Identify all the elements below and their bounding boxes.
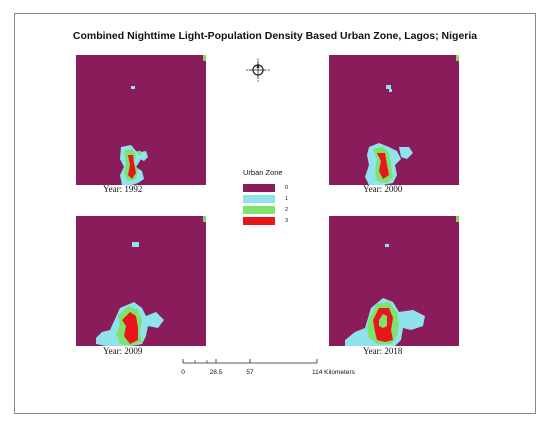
map-title: Combined Nighttime Light-Population Dens… [72, 30, 478, 42]
legend-item-1: 1 [243, 194, 288, 204]
legend-label-2: 2 [285, 207, 289, 213]
map-raster-1992 [76, 55, 206, 185]
legend-swatch-1 [243, 195, 275, 203]
south-label: S [257, 79, 259, 82]
scale-tick-2: 57 [246, 369, 254, 376]
north-arrow-icon: N S E W [246, 58, 270, 84]
legend-title: Urban Zone [243, 168, 283, 177]
legend-label-1: 1 [285, 196, 289, 202]
east-label: E [268, 68, 270, 72]
legend-label-3: 3 [285, 218, 289, 224]
scale-tick-0: 0 [181, 369, 185, 376]
north-label: N [257, 58, 259, 62]
year-label-2000: Year: 2000 [363, 184, 403, 194]
map-panel-2000 [329, 55, 459, 185]
legend-swatch-0 [243, 184, 275, 192]
west-label: W [246, 68, 249, 72]
legend: Urban Zone 0 1 2 3 [243, 168, 288, 227]
legend-swatch-2 [243, 206, 275, 214]
scale-bar: 0 28.5 57 114 Kilometers [175, 357, 375, 387]
map-raster-2009 [76, 216, 206, 346]
legend-swatch-3 [243, 217, 275, 225]
legend-item-3: 3 [243, 216, 288, 226]
scale-tick-3: 114 Kilometers [312, 369, 356, 376]
year-label-1992: Year: 1992 [103, 184, 143, 194]
map-raster-2000 [329, 55, 459, 185]
scale-tick-1: 28.5 [210, 369, 223, 376]
map-raster-2018 [329, 216, 459, 346]
year-label-2009: Year: 2009 [103, 346, 143, 356]
map-panel-1992 [76, 55, 206, 185]
year-label-2018: Year: 2018 [363, 346, 403, 356]
map-panel-2009 [76, 216, 206, 346]
legend-label-0: 0 [285, 185, 289, 191]
map-panel-2018 [329, 216, 459, 346]
legend-item-2: 2 [243, 205, 288, 215]
legend-item-0: 0 [243, 183, 288, 193]
